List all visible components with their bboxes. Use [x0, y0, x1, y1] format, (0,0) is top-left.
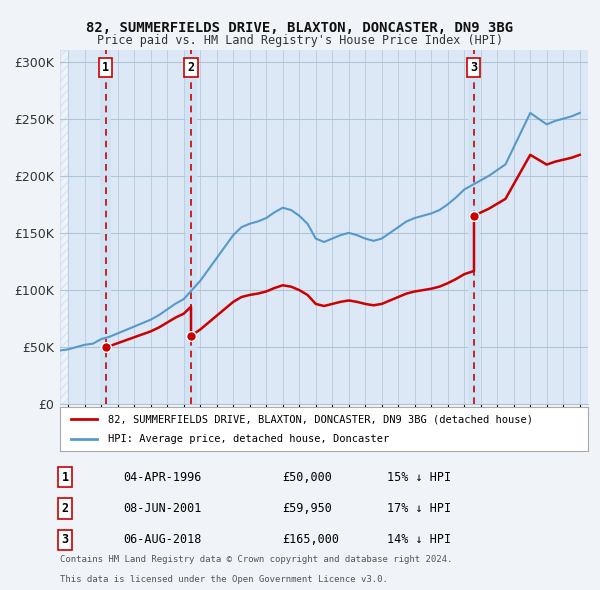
Text: 04-APR-1996: 04-APR-1996: [124, 471, 202, 484]
Text: 3: 3: [470, 61, 478, 74]
Text: 3: 3: [62, 533, 69, 546]
Bar: [60, 50, 68, 404]
Bar: [468, 50, 480, 404]
Text: Contains HM Land Registry data © Crown copyright and database right 2024.: Contains HM Land Registry data © Crown c…: [60, 555, 452, 565]
Text: 15% ↓ HPI: 15% ↓ HPI: [388, 471, 451, 484]
Text: £50,000: £50,000: [282, 471, 332, 484]
Bar: [185, 50, 197, 404]
Bar: [100, 50, 112, 404]
Text: 17% ↓ HPI: 17% ↓ HPI: [388, 502, 451, 515]
Text: £165,000: £165,000: [282, 533, 339, 546]
Text: 1: 1: [62, 471, 69, 484]
Text: £59,950: £59,950: [282, 502, 332, 515]
Text: 2: 2: [187, 61, 194, 74]
Text: 2: 2: [62, 502, 69, 515]
Text: 08-JUN-2001: 08-JUN-2001: [124, 502, 202, 515]
Text: 1: 1: [102, 61, 109, 74]
Text: This data is licensed under the Open Government Licence v3.0.: This data is licensed under the Open Gov…: [60, 575, 388, 585]
Text: HPI: Average price, detached house, Doncaster: HPI: Average price, detached house, Donc…: [107, 434, 389, 444]
Text: Price paid vs. HM Land Registry's House Price Index (HPI): Price paid vs. HM Land Registry's House …: [97, 34, 503, 47]
Text: 14% ↓ HPI: 14% ↓ HPI: [388, 533, 451, 546]
Text: 06-AUG-2018: 06-AUG-2018: [124, 533, 202, 546]
Text: 82, SUMMERFIELDS DRIVE, BLAXTON, DONCASTER, DN9 3BG: 82, SUMMERFIELDS DRIVE, BLAXTON, DONCAST…: [86, 21, 514, 35]
Text: 82, SUMMERFIELDS DRIVE, BLAXTON, DONCASTER, DN9 3BG (detached house): 82, SUMMERFIELDS DRIVE, BLAXTON, DONCAST…: [107, 415, 533, 424]
